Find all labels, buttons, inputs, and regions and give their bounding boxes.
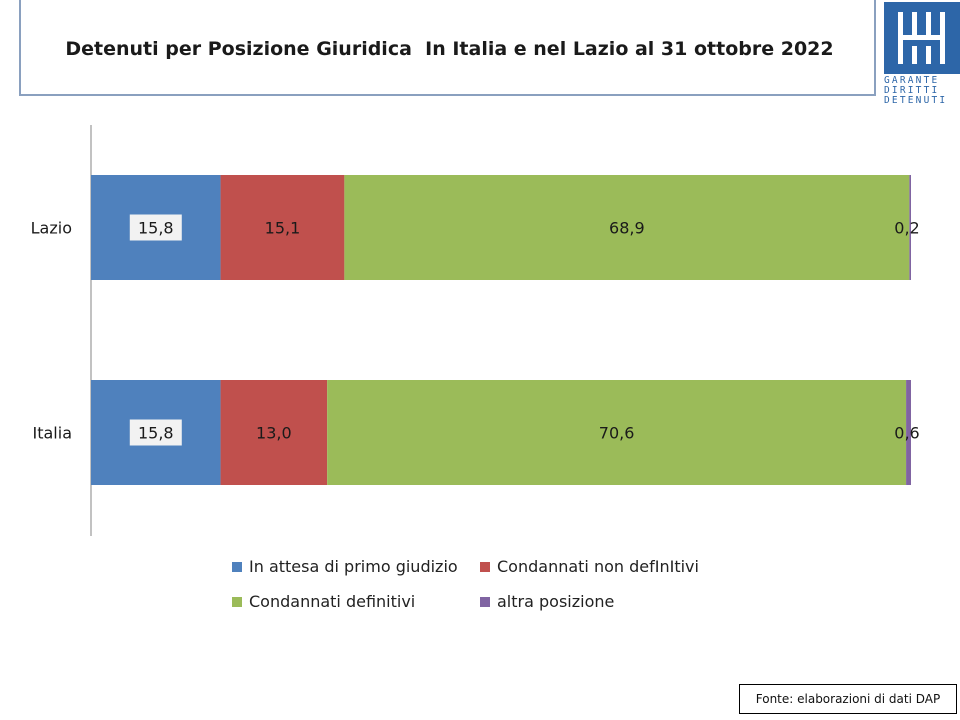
source-note: Fonte: elaborazioni di dati DAP (739, 684, 957, 714)
logo-line-2: DIRITTI (884, 85, 940, 96)
data-label-lazio-condannati-definitivi: 68,9 (609, 219, 645, 238)
data-label-italia-condannati-definitivi: 70,6 (599, 424, 635, 443)
bars-group: 15,8 15,1 68,9 0,2 15,8 13,0 70,6 0,6 (91, 175, 920, 485)
category-label-lazio: Lazio (31, 219, 72, 238)
legend-swatch (480, 596, 490, 607)
garante-logo (884, 2, 960, 74)
title-box: Detenuti per Posizione Giuridica In Ital… (19, 0, 876, 96)
source-text: Fonte: elaborazioni di dati DAP (755, 692, 941, 706)
data-label-italia-in-attesa-di-primo-giudizio: 15,8 (138, 424, 174, 443)
data-label-lazio-condannati-non-definitivi: 15,1 (265, 219, 301, 238)
data-label-bg (129, 419, 182, 446)
data-label-lazio-altra-posizione: 0,2 (894, 219, 919, 238)
legend-label: altra posizione (497, 592, 615, 611)
legend-item-in-attesa: In attesa di primo giudizio (232, 557, 458, 576)
legend-swatch (480, 561, 490, 572)
logo-line-3: DETENUTI (884, 95, 948, 106)
legend-item-altra: altra posizione (480, 592, 614, 611)
bar-italia-condannati-non-definitivi (220, 380, 328, 485)
legend-swatch (232, 596, 242, 607)
legend-label: In attesa di primo giudizio (249, 557, 458, 576)
legend-item-definitivi: Condannati definitivi (232, 592, 415, 611)
logo-line-1: GARANTE (884, 75, 940, 86)
data-label-bg (129, 214, 182, 241)
legend-label: Condannati non defInItivi (497, 557, 699, 576)
category-label-italia: Italia (33, 424, 73, 443)
legend-label: Condannati definitivi (249, 592, 416, 611)
data-label-lazio-in-attesa-di-primo-giudizio: 15,8 (138, 219, 174, 238)
chart-title: Detenuti per Posizione Giuridica In Ital… (65, 38, 834, 60)
bar-lazio-condannati-definitivi (344, 175, 910, 280)
category-labels: Lazio Italia (31, 219, 72, 443)
data-label-italia-condannati-non-definitivi: 13,0 (256, 424, 292, 443)
bar-italia-altra-posizione (906, 380, 911, 485)
bar-italia-condannati-definitivi (327, 380, 907, 485)
bar-lazio-altra-posizione (909, 175, 911, 280)
legend-swatch (232, 561, 242, 572)
legend-item-non-definitivi: Condannati non defInItivi (480, 557, 699, 576)
bar-lazio-condannati-non-definitivi (220, 175, 345, 280)
data-label-italia-altra-posizione: 0,6 (894, 424, 919, 443)
